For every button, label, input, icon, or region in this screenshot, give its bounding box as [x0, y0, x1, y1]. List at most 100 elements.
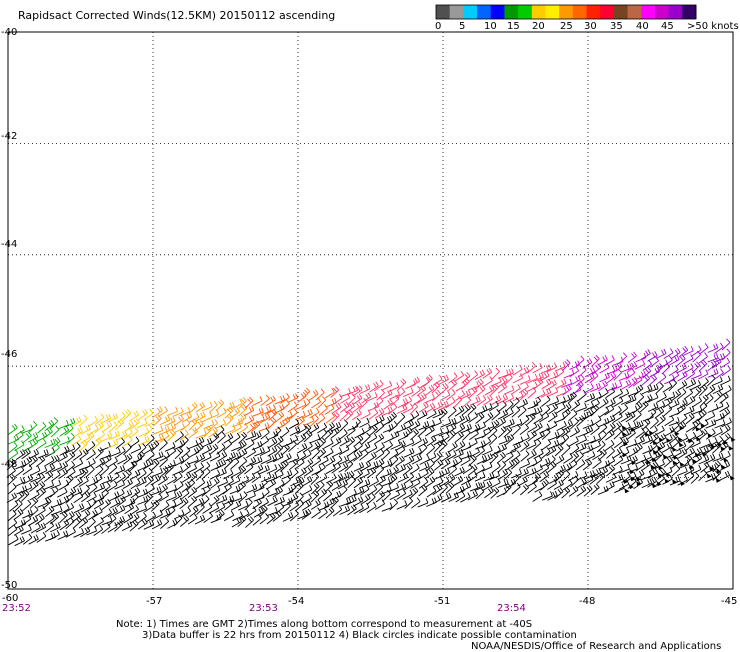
- barb-shaft: [469, 429, 479, 441]
- barb-shaft: [166, 474, 177, 485]
- barb-pennant: [672, 460, 678, 466]
- barb-shaft: [236, 465, 247, 478]
- barb-shaft: [677, 475, 688, 486]
- wind-barb: [697, 409, 707, 422]
- wind-barb: [296, 433, 307, 445]
- wind-barb: [678, 345, 689, 358]
- wind-barb: [174, 431, 184, 443]
- wind-barb: [186, 478, 196, 491]
- wind-barb: [388, 411, 397, 424]
- wind-barb: [490, 487, 500, 499]
- barb-shaft: [296, 433, 307, 445]
- barb-shaft: [152, 414, 162, 427]
- barb-shaft: [690, 380, 702, 391]
- wind-barb: [482, 480, 493, 492]
- barb-shaft: [613, 455, 624, 467]
- wind-barb: [22, 464, 33, 476]
- barb-shaft: [641, 418, 651, 431]
- wind-barb: [302, 423, 312, 436]
- barb-shaft: [390, 394, 400, 407]
- wind-barb: [548, 403, 559, 415]
- wind-barb: [316, 481, 325, 494]
- barb-shaft: [560, 433, 570, 446]
- wind-barb: [662, 381, 673, 393]
- wind-barb: [668, 432, 683, 445]
- wind-barb: [654, 407, 665, 419]
- wind-barb: [390, 440, 401, 450]
- barb-shaft: [35, 513, 45, 525]
- wind-barb: [705, 472, 721, 483]
- wind-barb: [698, 428, 713, 441]
- wind-barb: [287, 393, 299, 403]
- wind-barb: [81, 484, 90, 497]
- wind-barb: [596, 471, 606, 484]
- barb-shaft: [676, 466, 688, 477]
- barb-shaft: [690, 472, 700, 484]
- wind-barb: [144, 492, 153, 505]
- barb-shaft: [265, 395, 276, 407]
- barb-shaft: [474, 481, 486, 491]
- barb-shaft: [153, 406, 163, 418]
- barb-shaft: [720, 408, 731, 420]
- barb-shaft: [287, 393, 299, 403]
- barb-shaft: [353, 462, 365, 472]
- wind-barb: [187, 486, 198, 498]
- barb-shaft: [657, 468, 667, 480]
- barb-shaft: [670, 348, 681, 360]
- barb-shaft: [143, 458, 154, 470]
- barb-shaft: [561, 359, 571, 372]
- barb-shaft: [663, 404, 673, 417]
- wind-barb: [71, 416, 82, 427]
- wind-barb: [520, 450, 530, 462]
- wind-barb: [267, 496, 278, 507]
- barb-shaft: [447, 464, 458, 477]
- barb-shaft: [424, 419, 436, 430]
- wind-barb: [403, 447, 415, 458]
- barb-shaft: [625, 368, 636, 380]
- wind-barb: [627, 455, 638, 466]
- wind-barb: [439, 483, 448, 496]
- barb-shaft: [620, 379, 632, 390]
- barb-shaft: [597, 355, 608, 366]
- wind-barb: [318, 508, 328, 520]
- wind-barb: [253, 482, 265, 493]
- wind-barb: [128, 460, 138, 473]
- wind-barb: [152, 425, 164, 436]
- barb-shaft: [511, 468, 522, 479]
- wind-barb: [520, 414, 530, 427]
- barb-shaft: [310, 499, 321, 510]
- wind-barb: [259, 464, 270, 475]
- wind-barb: [547, 387, 559, 397]
- wind-barb: [282, 512, 294, 522]
- wind-barb: [409, 487, 419, 499]
- wind-barb: [707, 403, 719, 413]
- barb-shaft: [467, 490, 478, 501]
- barb-shaft: [180, 453, 190, 465]
- wind-barb: [532, 406, 543, 417]
- barb-shaft: [403, 480, 414, 491]
- barb-shaft: [359, 484, 370, 496]
- barb-shaft: [80, 502, 92, 513]
- wind-barb: [525, 467, 537, 477]
- barb-shaft: [599, 406, 610, 418]
- barb-shaft: [73, 503, 85, 514]
- barb-shaft: [195, 429, 207, 439]
- wind-barb: [57, 451, 68, 463]
- barb-shaft: [158, 439, 168, 451]
- barb-shaft: [632, 375, 643, 387]
- barb-shaft: [251, 456, 263, 466]
- wind-barb: [303, 465, 314, 477]
- wind-barb: [402, 403, 414, 414]
- wind-barb: [317, 422, 328, 434]
- wind-barb: [395, 464, 406, 475]
- barb-shaft: [425, 402, 436, 414]
- barb-shaft: [692, 418, 701, 431]
- wind-barb: [238, 422, 249, 434]
- wind-barb: [505, 400, 514, 413]
- barb-shaft: [483, 394, 493, 406]
- wind-barb: [640, 471, 652, 481]
- lat-label-40: -40: [1, 27, 18, 38]
- barb-shaft: [510, 441, 522, 452]
- barb-shaft: [382, 389, 393, 400]
- barb-shaft: [181, 419, 191, 431]
